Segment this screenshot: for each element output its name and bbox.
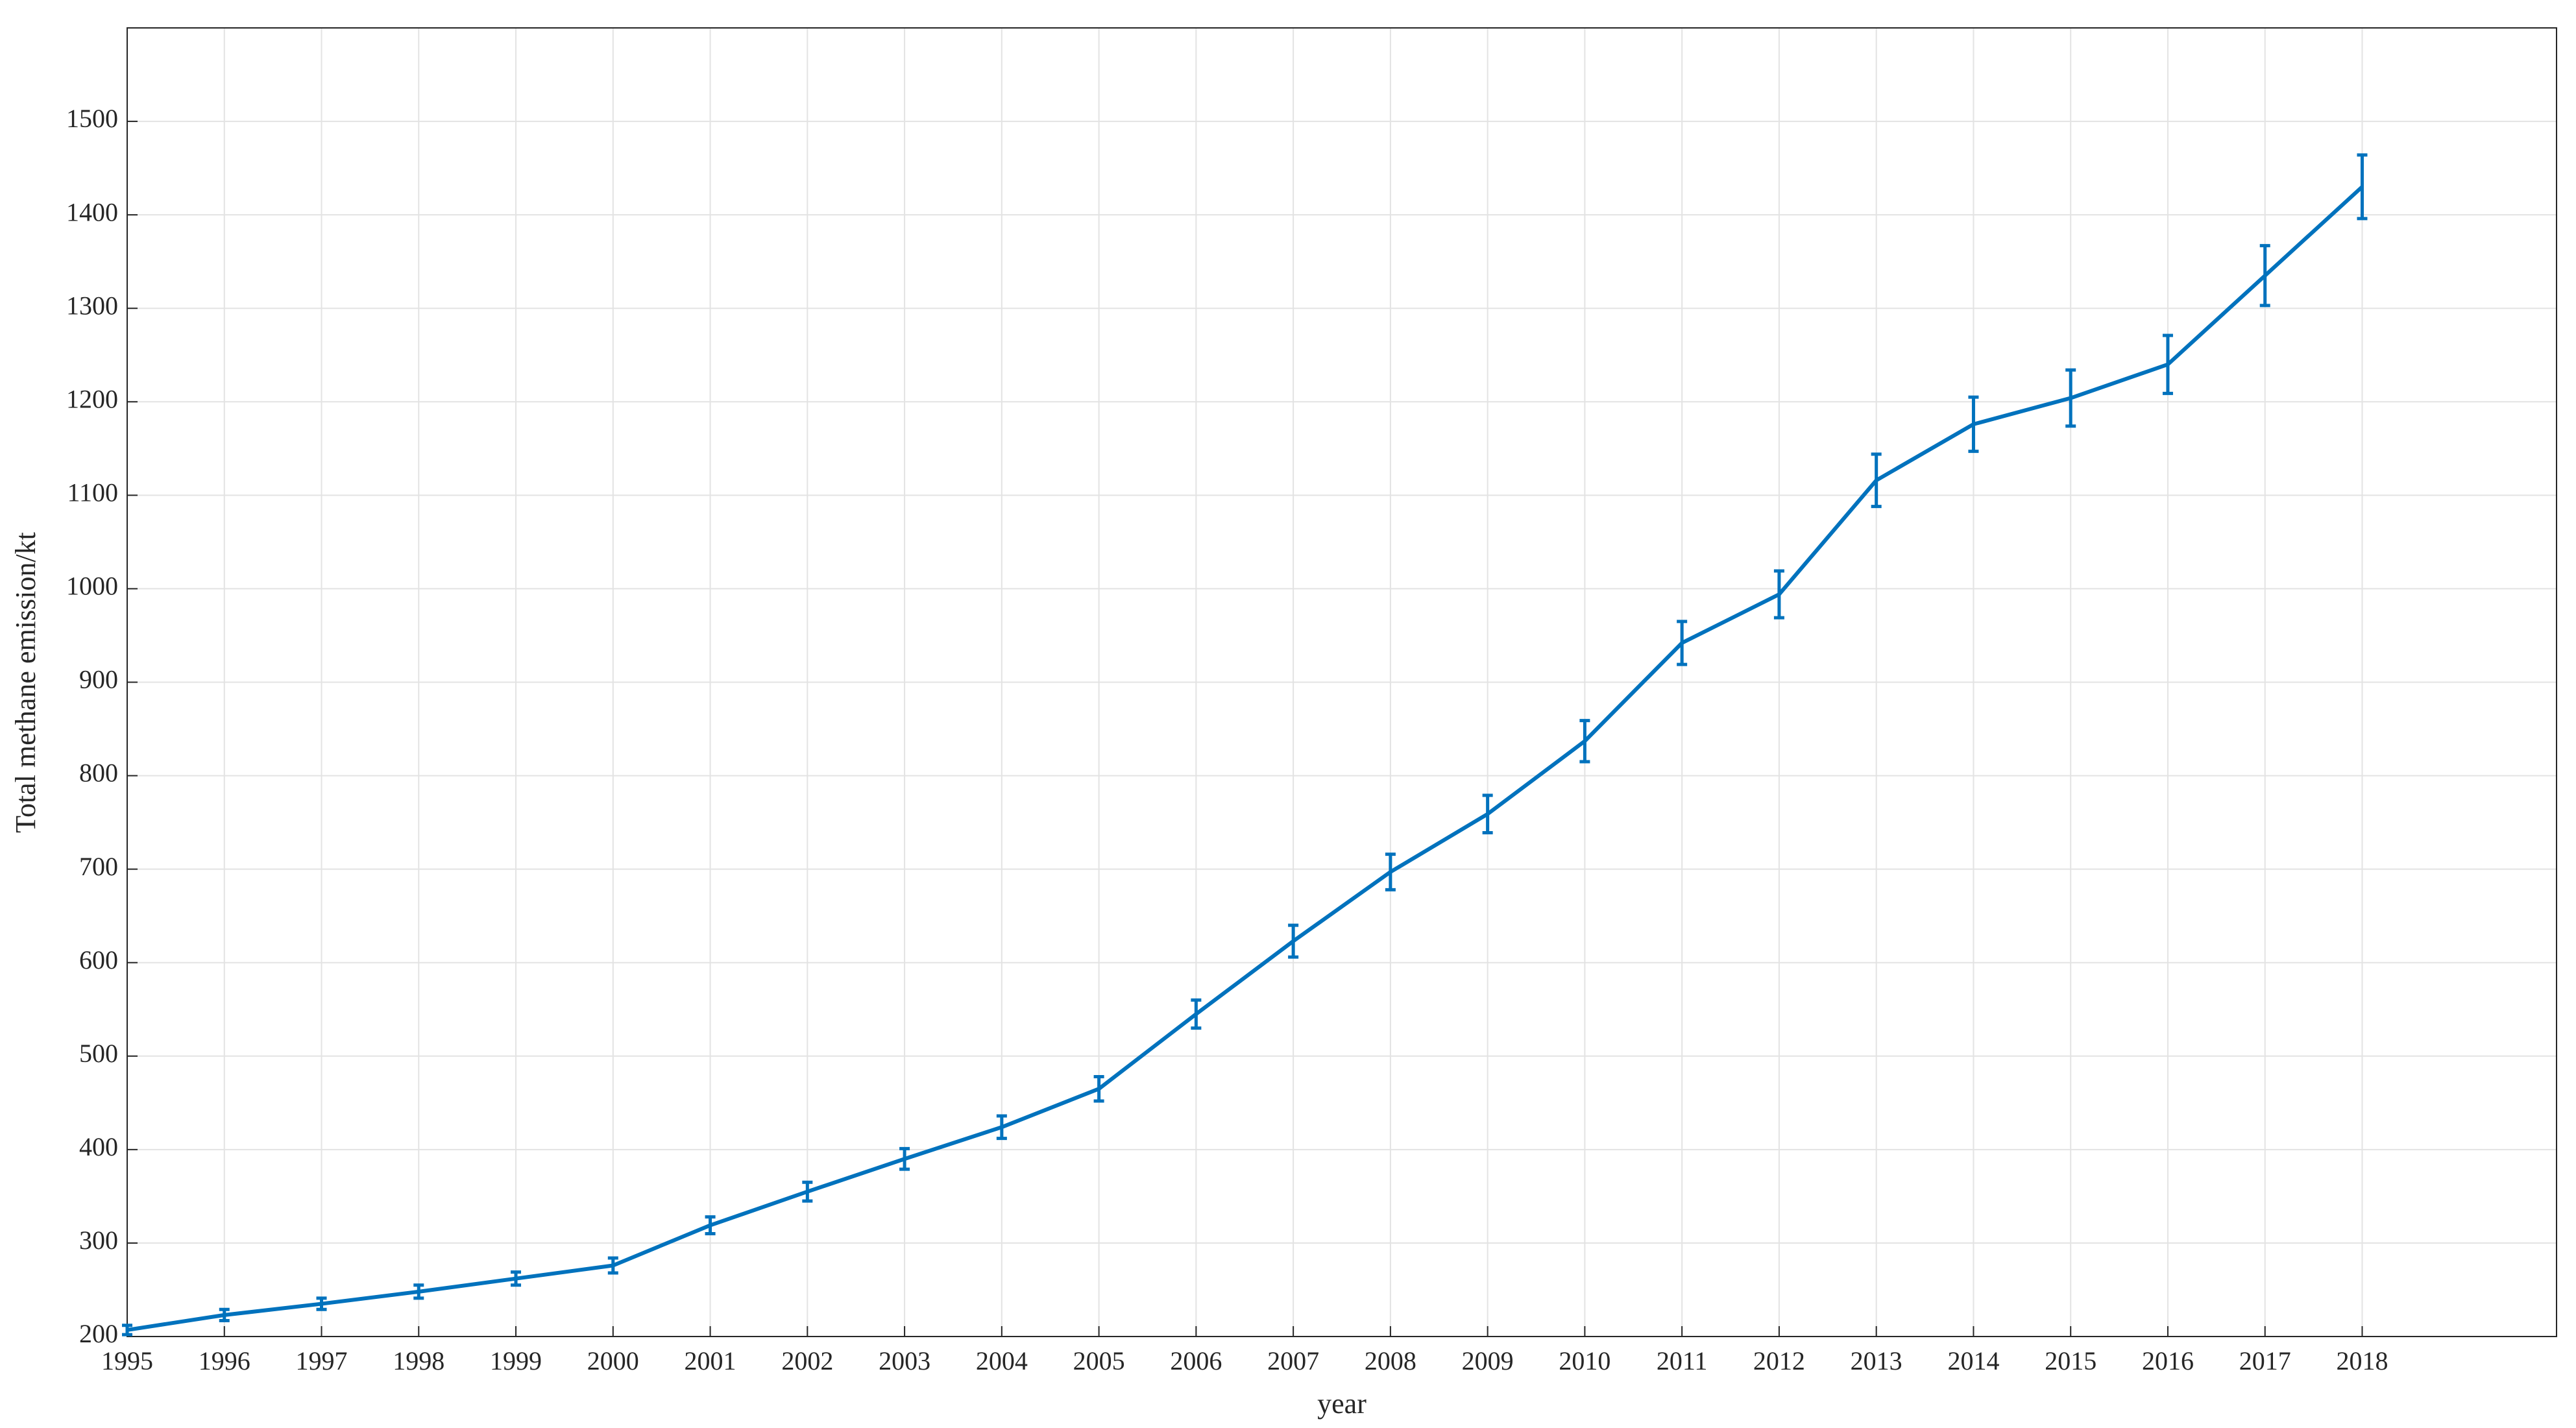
y-tick-label: 1000 [66,572,118,601]
error-bar [1191,998,1202,1030]
x-tick-label: 2011 [1657,1346,1708,1375]
x-tick-label: 2003 [879,1346,930,1375]
y-tick-label: 1400 [66,197,118,226]
x-tick-label: 2004 [976,1346,1028,1375]
y-tick-label: 1200 [66,384,118,413]
error-bar [2259,244,2270,308]
y-tick-label: 500 [79,1039,118,1068]
error-bar [1773,569,1784,620]
x-tick-label: 2006 [1170,1346,1222,1375]
error-bar [511,1270,522,1287]
x-tick-label: 2000 [587,1346,639,1375]
error-bar [1579,719,1590,764]
x-tick-label: 2002 [781,1346,833,1375]
x-tick-label: 2009 [1462,1346,1514,1375]
error-bar [219,1307,230,1323]
y-tick-label: 1500 [66,104,118,133]
x-tick-label: 2007 [1267,1346,1319,1375]
error-bar [2065,368,2076,428]
x-tick-label: 2018 [2336,1346,2388,1375]
plot-frame [127,27,2557,1337]
error-bar [996,1114,1007,1141]
error-bar [1385,853,1396,891]
y-tick-label: 700 [79,852,118,881]
y-tick-label: 400 [79,1132,118,1161]
error-bar [802,1180,813,1203]
x-tick-label: 2008 [1365,1346,1416,1375]
x-tick-label: 1996 [199,1346,250,1375]
y-tick-label: 600 [79,945,118,974]
y-tick-label: 1100 [67,478,118,507]
error-bar [607,1256,618,1275]
x-tick-label: 2015 [2045,1346,2096,1375]
x-tick-label: 2005 [1073,1346,1125,1375]
y-tick-label: 900 [79,665,118,694]
error-bar [1482,793,1493,834]
x-tick-label: 2014 [1947,1346,1999,1375]
y-axis-label: Total methane emission/kt [10,532,42,833]
y-tick-label: 200 [79,1319,118,1348]
error-bar [2162,333,2173,395]
error-bar [413,1283,424,1300]
x-tick-label: 2012 [1753,1346,1805,1375]
error-bar [1871,452,1882,509]
x-tick-label: 1998 [393,1346,444,1375]
y-tick-label: 1300 [66,291,118,320]
x-tick-label: 1995 [101,1346,153,1375]
x-axis-label: year [1317,1388,1367,1420]
x-tick-label: 2013 [1851,1346,1902,1375]
x-tick-label: 2016 [2142,1346,2194,1375]
error-bar [122,1324,132,1337]
data-line [127,185,2364,1332]
x-tick-label: 2001 [685,1346,736,1375]
error-bar [899,1146,910,1171]
x-tick-label: 1997 [296,1346,348,1375]
y-tick-label: 300 [79,1226,118,1255]
y-tick-label: 800 [79,758,118,788]
x-tick-label: 2017 [2239,1346,2291,1375]
error-bar [1677,620,1688,666]
error-bar [316,1296,327,1311]
x-tick-label: 2010 [1559,1346,1610,1375]
error-bar [705,1215,716,1236]
error-bar [1093,1074,1104,1103]
error-bar [1968,395,1979,454]
error-bar [2357,153,2368,221]
error-bar [1288,923,1299,959]
x-tick-label: 1999 [490,1346,542,1375]
